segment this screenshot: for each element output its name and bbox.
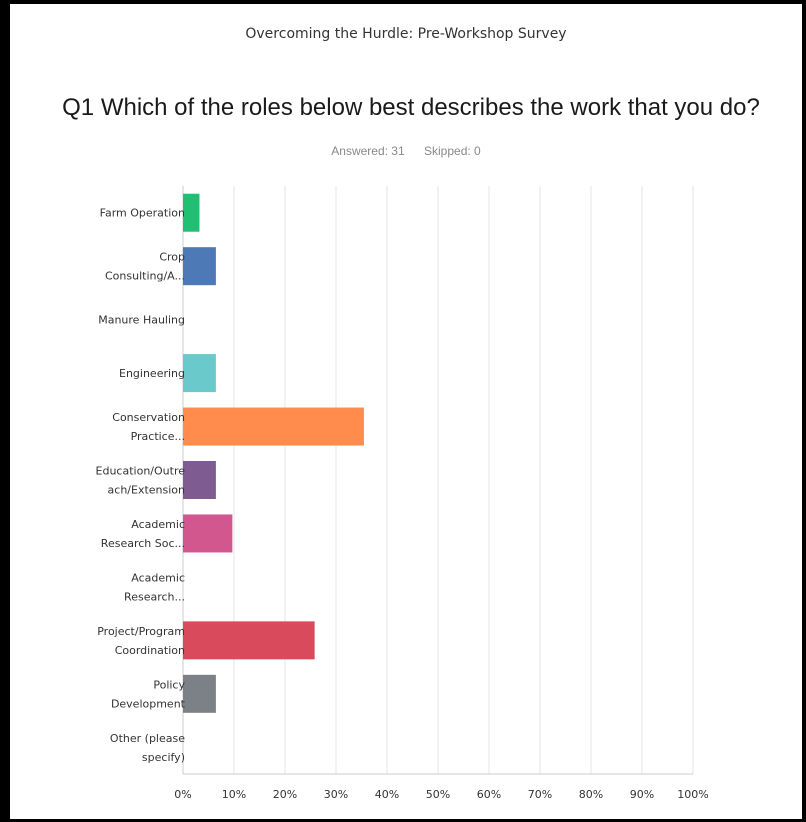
x-tick-label: 20% xyxy=(273,788,297,801)
category-label: Farm Operation xyxy=(100,207,185,220)
category-label: Practice... xyxy=(131,430,185,443)
category-label: Policy xyxy=(153,678,185,691)
category-label: Research Soc... xyxy=(101,537,185,550)
category-label: specify) xyxy=(142,751,185,764)
category-label: ach/Extension xyxy=(108,484,185,497)
bar xyxy=(183,247,216,286)
category-label: Project/Program xyxy=(97,625,185,638)
x-tick-label: 40% xyxy=(375,788,399,801)
category-label: Academic xyxy=(131,571,185,584)
category-label: Manure Hauling xyxy=(98,314,185,327)
x-tick-label: 70% xyxy=(528,788,552,801)
x-tick-label: 90% xyxy=(630,788,654,801)
category-label: Crop xyxy=(159,251,185,264)
category-label: Academic xyxy=(131,518,185,531)
x-tick-label: 50% xyxy=(426,788,450,801)
response-stats: Answered: 31 Skipped: 0 xyxy=(10,144,802,158)
bar xyxy=(183,621,315,660)
answered-count: Answered: 31 xyxy=(331,144,405,158)
category-label: Coordination xyxy=(115,644,185,657)
category-label: Development xyxy=(111,697,186,710)
bar xyxy=(183,354,216,393)
category-label: Consulting/A... xyxy=(105,270,185,283)
x-tick-label: 60% xyxy=(477,788,501,801)
question-title: Q1 Which of the roles below best describ… xyxy=(62,94,760,121)
category-label: Conservation xyxy=(112,411,185,424)
bar xyxy=(183,193,200,232)
x-tick-label: 100% xyxy=(677,788,708,801)
skipped-count: Skipped: 0 xyxy=(424,144,481,158)
bar xyxy=(183,514,233,553)
bar xyxy=(183,674,216,713)
bar-chart: 0% 10% 20% 30% 40% 50% 60% 70% 80% 90% 100% Farm Op… xyxy=(96,186,709,801)
category-label: Other (please xyxy=(110,732,185,745)
x-tick-label: 0% xyxy=(174,788,191,801)
bar xyxy=(183,407,364,446)
category-label: Education/Outre xyxy=(96,465,186,478)
bar xyxy=(183,461,216,499)
x-tick-label: 80% xyxy=(579,788,603,801)
survey-title: Overcoming the Hurdle: Pre-Workshop Surv… xyxy=(245,26,567,42)
x-tick-label: 30% xyxy=(324,788,348,801)
category-label: Research... xyxy=(124,590,185,603)
category-label: Engineering xyxy=(119,367,185,380)
x-tick-label: 10% xyxy=(222,788,246,801)
survey-frame: Overcoming the Hurdle: Pre-Workshop Surv… xyxy=(10,4,802,819)
